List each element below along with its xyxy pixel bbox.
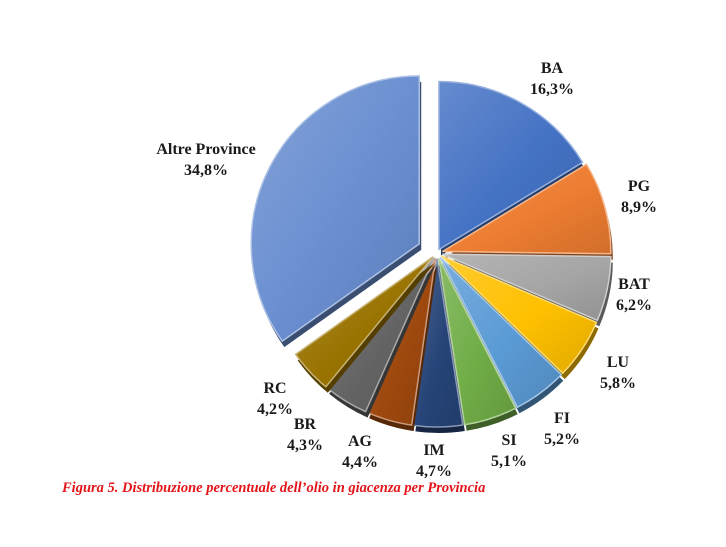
data-label-br-category: BR bbox=[293, 416, 317, 433]
data-label-pg-value: 8,9% bbox=[621, 199, 657, 216]
data-label-altre-province: Altre Province 34,8% bbox=[156, 139, 255, 181]
slice-lu bbox=[441, 255, 599, 380]
slice-altre-province bbox=[250, 75, 422, 348]
data-label-bat-category: BAT bbox=[618, 276, 650, 293]
slice-bat-face bbox=[442, 253, 612, 322]
slice-pg-face bbox=[442, 163, 612, 255]
data-label-altre-province-category: Altre Province bbox=[156, 141, 256, 158]
slice-fi-face bbox=[439, 257, 563, 408]
slice-rc-face bbox=[294, 256, 434, 388]
data-label-ba-value: 16,3% bbox=[530, 81, 574, 98]
data-label-lu-value: 5,8% bbox=[600, 375, 636, 392]
data-label-si: SI 5,1% bbox=[491, 430, 527, 472]
data-label-im-value: 4,7% bbox=[416, 463, 452, 480]
data-label-pg-category: PG bbox=[627, 178, 651, 195]
data-label-rc: RC 4,2% bbox=[257, 378, 293, 420]
data-label-ba: BA 16,3% bbox=[530, 58, 574, 100]
data-label-br-value: 4,3% bbox=[287, 437, 323, 454]
slice-rc bbox=[294, 256, 435, 393]
data-label-ag: AG 4,4% bbox=[342, 431, 378, 473]
slice-si bbox=[438, 257, 518, 431]
data-label-rc-value: 4,2% bbox=[257, 401, 293, 418]
figure-caption: Figura 5. Distribuzione percentuale dell… bbox=[62, 480, 486, 496]
data-label-im-category: IM bbox=[423, 442, 445, 459]
data-label-fi: FI 5,2% bbox=[544, 408, 580, 450]
data-label-br: BR 4,3% bbox=[287, 414, 323, 456]
slice-si-face bbox=[438, 257, 517, 426]
data-label-fi-value: 5,2% bbox=[544, 431, 580, 448]
data-label-pg: PG 8,9% bbox=[621, 176, 657, 218]
data-label-ba-category: BA bbox=[540, 60, 564, 77]
slice-lu-face bbox=[441, 255, 598, 374]
slice-pg bbox=[442, 163, 613, 260]
data-label-lu: LU 5,8% bbox=[600, 352, 636, 394]
data-label-lu-category: LU bbox=[606, 354, 630, 371]
data-label-altre-province-value: 34,8% bbox=[184, 162, 228, 179]
data-label-bat-value: 6,2% bbox=[616, 297, 652, 314]
pie-slices bbox=[250, 75, 613, 433]
slice-altre-province-face bbox=[250, 75, 420, 342]
data-label-rc-category: RC bbox=[263, 380, 287, 397]
data-label-bat: BAT 6,2% bbox=[616, 274, 652, 316]
slice-ba-face bbox=[438, 80, 584, 251]
data-label-ag-value: 4,4% bbox=[342, 454, 378, 471]
data-label-ag-category: AG bbox=[348, 433, 372, 450]
data-label-im: IM 4,7% bbox=[416, 440, 452, 482]
data-label-si-category: SI bbox=[501, 432, 517, 449]
data-label-si-value: 5,1% bbox=[491, 453, 527, 470]
slice-fi bbox=[439, 257, 564, 414]
slice-ba bbox=[438, 80, 585, 256]
data-label-fi-category: FI bbox=[554, 410, 570, 427]
